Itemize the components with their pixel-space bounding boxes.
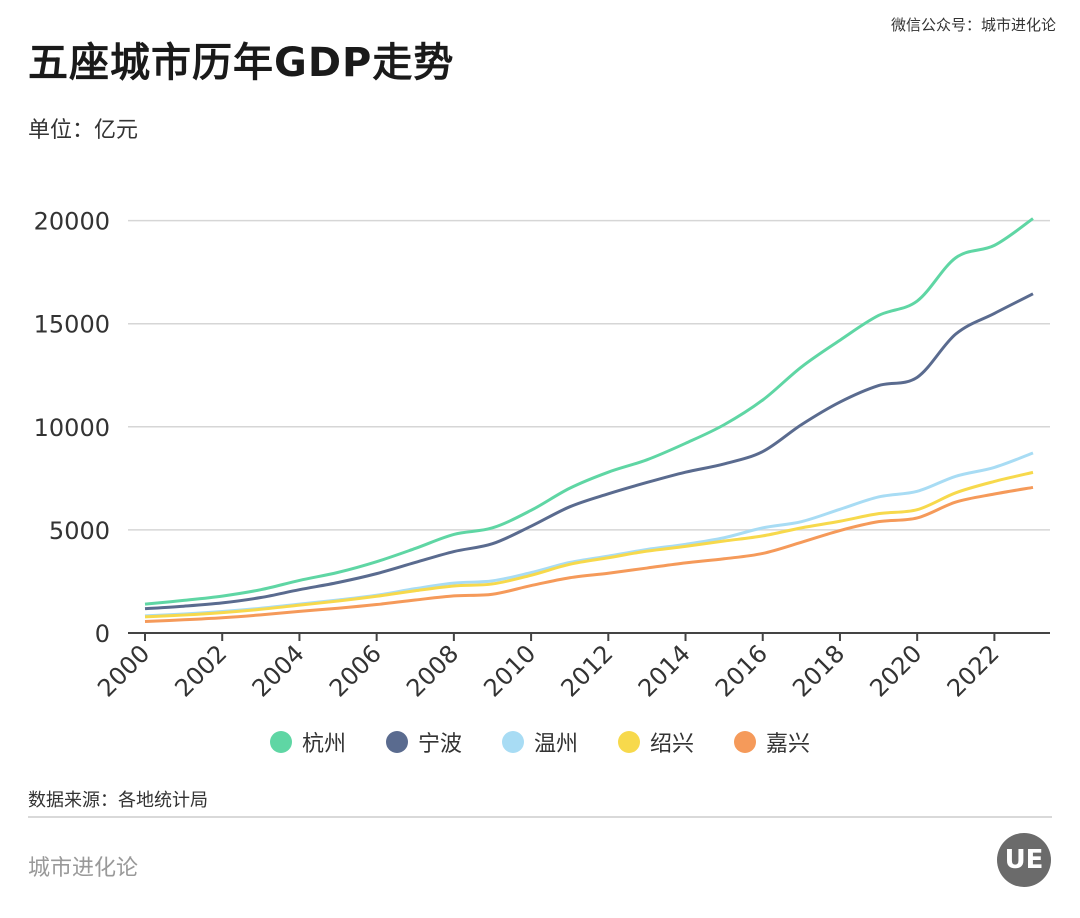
legend-label: 绍兴 xyxy=(650,732,695,757)
legend-item-杭州: 杭州 xyxy=(269,726,346,758)
legend-item-温州: 温州 xyxy=(501,726,578,758)
gdp-line-chart: 0 5000 10000 15000 20000 2000 2002 2004 2006 200… xyxy=(34,208,1050,702)
legend-dot-icon xyxy=(618,731,640,753)
x-tick-label: 2016 xyxy=(710,639,773,702)
legend-label: 宁波 xyxy=(417,732,462,757)
y-tick-label: 15000 xyxy=(34,311,110,339)
legend-item-宁波: 宁波 xyxy=(385,726,462,758)
x-tick-label: 2014 xyxy=(633,639,696,702)
brand-logo-icon: UE xyxy=(997,833,1051,887)
legend-label: 温州 xyxy=(533,732,578,757)
y-tick-label: 10000 xyxy=(34,414,110,442)
x-tick-label: 2022 xyxy=(942,639,1005,702)
series-line-杭州 xyxy=(144,217,1034,606)
grid-lines xyxy=(128,219,1050,531)
brand-name: 城市进化论 xyxy=(28,856,139,881)
x-tick-label: 2012 xyxy=(556,639,619,702)
x-tick-label: 2006 xyxy=(324,639,387,702)
x-tick-label: 2008 xyxy=(401,639,464,702)
legend-dot-icon xyxy=(269,731,292,753)
series-line-绍兴 xyxy=(144,470,1034,619)
x-axis: 2000 2002 2004 2006 2008 2010 2012 2014 2016 2018… xyxy=(92,632,1050,702)
chart-title: 五座城市历年GDP走势 xyxy=(28,40,455,86)
data-source: 数据来源：各地统计局 xyxy=(28,790,208,811)
legend-dot-icon xyxy=(385,731,408,753)
divider xyxy=(28,816,1052,818)
legend-item-绍兴: 绍兴 xyxy=(618,726,694,758)
x-tick-label: 2010 xyxy=(478,639,541,702)
y-axis-ticks: 0 5000 10000 15000 20000 xyxy=(34,208,110,648)
unit-label: 单位：亿元 xyxy=(28,118,139,143)
wechat-credit: 微信公众号：城市进化论 xyxy=(890,16,1056,34)
legend-label: 嘉兴 xyxy=(766,732,811,757)
x-tick-label: 2004 xyxy=(247,639,310,702)
legend: 杭州 宁波 温州 绍兴 嘉兴 xyxy=(0,726,1080,758)
legend-dot-icon xyxy=(734,731,757,753)
y-tick-label: 5000 xyxy=(49,517,110,545)
y-tick-label: 0 xyxy=(95,620,110,648)
legend-dot-icon xyxy=(501,731,524,753)
series-line-宁波 xyxy=(144,292,1034,611)
x-tick-label: 2020 xyxy=(864,639,927,702)
y-tick-label: 20000 xyxy=(34,208,110,236)
series-line-温州 xyxy=(144,451,1034,618)
series-line-嘉兴 xyxy=(144,485,1034,623)
x-tick-label: 2018 xyxy=(787,639,850,702)
series-lines xyxy=(144,217,1034,623)
x-tick-label: 2000 xyxy=(92,639,155,702)
x-tick-label: 2002 xyxy=(169,639,232,702)
legend-item-嘉兴: 嘉兴 xyxy=(734,726,810,758)
legend-label: 杭州 xyxy=(301,732,346,757)
